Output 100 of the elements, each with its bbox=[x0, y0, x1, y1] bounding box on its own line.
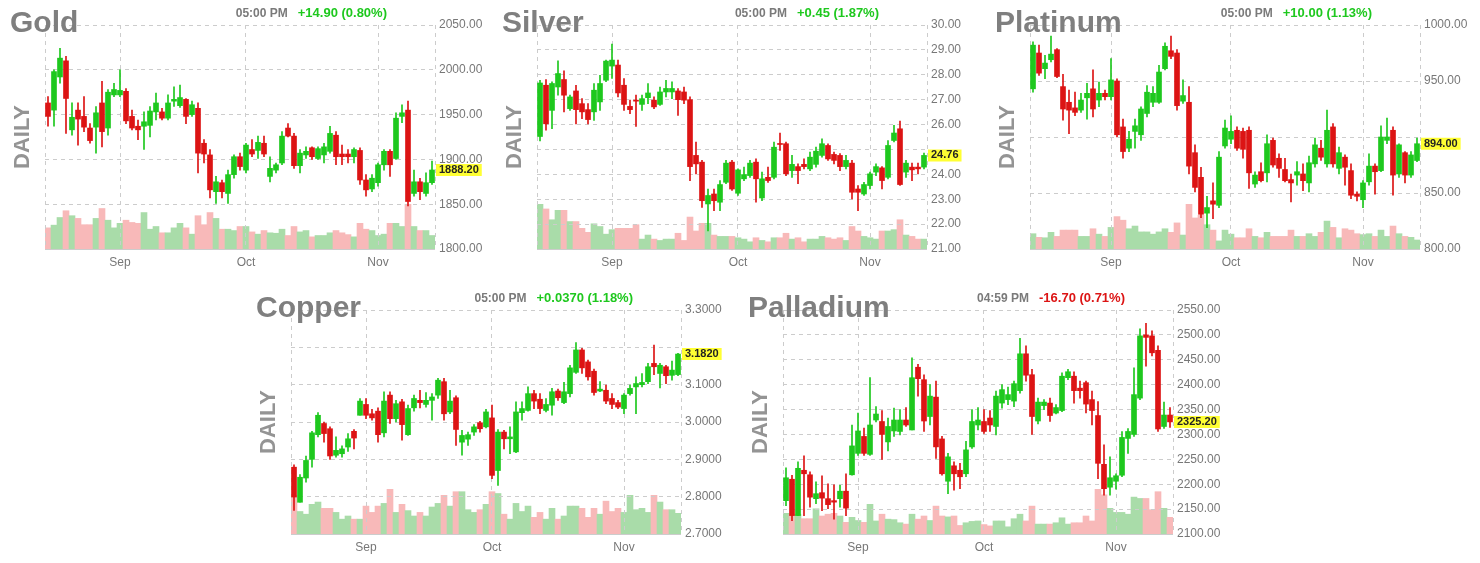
y-tick-label: 1850.00 bbox=[439, 196, 483, 211]
bar bbox=[1293, 236, 1301, 249]
bar bbox=[500, 513, 508, 534]
bar bbox=[1251, 236, 1259, 249]
text: 894.00 bbox=[1424, 136, 1458, 149]
y-tick-label: 1000.00 bbox=[1424, 17, 1468, 32]
bar bbox=[98, 208, 106, 249]
bar bbox=[1263, 232, 1271, 249]
bar bbox=[878, 513, 886, 534]
bar bbox=[1317, 232, 1325, 249]
y-tick-label: 2400.00 bbox=[1177, 376, 1221, 391]
bar bbox=[1335, 237, 1343, 249]
bar bbox=[770, 237, 778, 249]
y-tick-label: 850.00 bbox=[1424, 185, 1462, 200]
y-tick-label: 2200.00 bbox=[1177, 476, 1221, 491]
x-tick-label: Oct bbox=[728, 254, 748, 269]
y-tick-label: 2050.00 bbox=[439, 17, 483, 32]
x-tick-label: Oct bbox=[482, 539, 502, 554]
candlestick bbox=[417, 389, 423, 409]
bar bbox=[494, 493, 502, 534]
candlestick bbox=[1084, 82, 1090, 120]
y-tick-label: 2550.00 bbox=[1177, 302, 1221, 317]
x-tick-label: Oct bbox=[236, 254, 256, 269]
y-axis-title: DAILY bbox=[994, 104, 1020, 169]
candlestick bbox=[903, 407, 909, 427]
candlestick bbox=[249, 139, 255, 158]
candlestick bbox=[813, 481, 819, 504]
bar bbox=[1401, 236, 1409, 249]
y-tick-label: 1900.00 bbox=[439, 151, 483, 166]
chart-title: Palladium bbox=[748, 290, 890, 323]
bar bbox=[908, 513, 916, 534]
y-tick-label: 3.3000 bbox=[685, 302, 723, 317]
text: 24.76 bbox=[931, 148, 959, 161]
bar bbox=[476, 509, 484, 534]
bar bbox=[410, 226, 418, 249]
bar bbox=[596, 513, 604, 534]
bar bbox=[842, 521, 850, 534]
candlestick bbox=[1042, 54, 1048, 80]
candlestick bbox=[1372, 163, 1378, 195]
chart-title: Platinum bbox=[995, 5, 1122, 38]
x-tick-label: Sep bbox=[601, 254, 623, 269]
y-tick-label: 1950.00 bbox=[439, 106, 483, 121]
bar bbox=[62, 210, 70, 249]
bar bbox=[212, 218, 220, 249]
y-axis-title: DAILY bbox=[747, 389, 773, 454]
y-tick-label: 28.00 bbox=[931, 67, 962, 82]
candlestick bbox=[645, 83, 651, 104]
bar bbox=[1101, 236, 1109, 249]
text: 05:00 PM bbox=[1220, 6, 1273, 20]
bar bbox=[752, 237, 760, 249]
x-tick-label: Nov bbox=[367, 254, 389, 269]
bar bbox=[452, 491, 460, 534]
bar bbox=[392, 512, 400, 534]
candlestick bbox=[801, 455, 807, 516]
y-tick-label: 800.00 bbox=[1424, 241, 1462, 256]
candlestick bbox=[1294, 161, 1300, 186]
bar bbox=[236, 226, 244, 249]
x-tick-label: Nov bbox=[859, 254, 881, 269]
bar bbox=[1371, 236, 1379, 249]
y-tick-label: 3.1000 bbox=[685, 376, 723, 391]
y-tick-label: 2150.00 bbox=[1177, 501, 1221, 516]
y-tick-label: 23.00 bbox=[931, 191, 962, 206]
text: 3.1820 bbox=[685, 347, 719, 360]
x-tick-label: Sep bbox=[109, 254, 131, 269]
text: 04:59 PM bbox=[976, 291, 1030, 305]
text: 05:00 PM bbox=[734, 6, 787, 20]
candlestick bbox=[1210, 182, 1216, 220]
y-tick-label: 1800.00 bbox=[439, 241, 483, 256]
y-tick-label: 24.00 bbox=[931, 166, 962, 181]
x-tick-label: Sep bbox=[847, 539, 869, 554]
y-tick-label: 2.9000 bbox=[685, 451, 723, 466]
bar bbox=[728, 236, 736, 249]
text: +0.0370 (1.18%) bbox=[536, 290, 633, 305]
y-tick-label: 950.00 bbox=[1424, 73, 1462, 88]
bar bbox=[1299, 236, 1307, 249]
bar bbox=[380, 503, 388, 534]
text: +14.90 (0.80%) bbox=[297, 5, 387, 20]
y-axis-title: DAILY bbox=[255, 389, 281, 454]
bar bbox=[860, 521, 868, 534]
bar bbox=[416, 512, 424, 534]
candlestick bbox=[399, 104, 405, 123]
x-tick-label: Nov bbox=[1352, 254, 1374, 269]
y-tick-label: 2300.00 bbox=[1177, 426, 1221, 441]
text: +10.00 (1.13%) bbox=[1282, 5, 1372, 20]
y-tick-label: 22.00 bbox=[931, 216, 962, 231]
y-tick-label: 29.00 bbox=[931, 42, 962, 57]
bar bbox=[920, 238, 927, 249]
text: 05:00 PM bbox=[235, 6, 288, 20]
x-tick-label: Sep bbox=[355, 539, 377, 554]
y-tick-label: 30.00 bbox=[931, 17, 962, 32]
bar bbox=[926, 520, 934, 534]
y-tick-label: 2450.00 bbox=[1177, 352, 1221, 367]
x-tick-label: Oct bbox=[1221, 254, 1241, 269]
text: +0.45 (1.87%) bbox=[796, 5, 879, 20]
bar bbox=[1329, 227, 1337, 249]
bar bbox=[218, 228, 226, 249]
x-tick-label: Oct bbox=[974, 539, 994, 554]
bar bbox=[92, 218, 100, 249]
y-tick-label: 2000.00 bbox=[439, 62, 483, 77]
x-tick-label: Sep bbox=[1100, 254, 1122, 269]
